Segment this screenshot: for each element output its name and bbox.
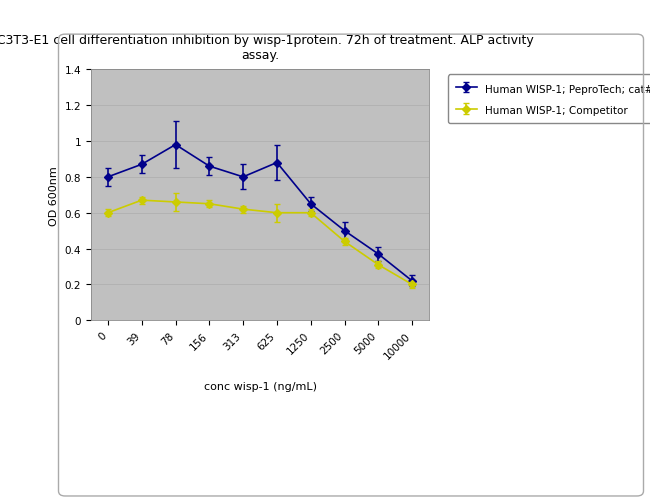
- Y-axis label: OD 600nm: OD 600nm: [49, 165, 59, 225]
- Legend: Human WISP-1; PeproTech; cat# 120-18, Human WISP-1; Competitor: Human WISP-1; PeproTech; cat# 120-18, Hu…: [448, 75, 650, 124]
- X-axis label: conc wisp-1 (ng/mL): conc wisp-1 (ng/mL): [203, 381, 317, 391]
- Title: MC3T3-E1 cell differentiation inhibition by wisp-1protein. 72h of treatment. ALP: MC3T3-E1 cell differentiation inhibition…: [0, 34, 534, 62]
